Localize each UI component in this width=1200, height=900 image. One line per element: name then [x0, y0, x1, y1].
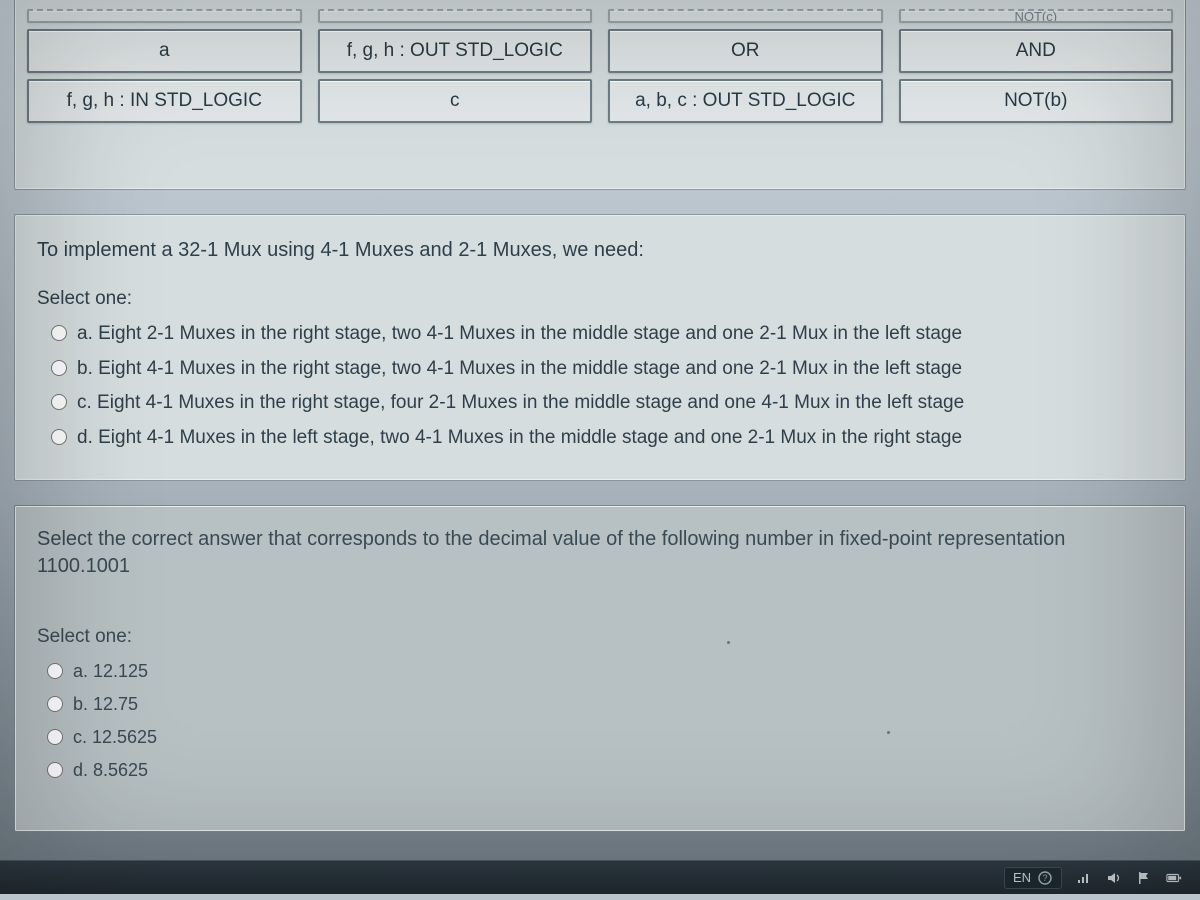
language-indicator[interactable]: EN ?: [1004, 867, 1062, 889]
option-a[interactable]: a. 12.125: [47, 658, 1163, 684]
option-b[interactable]: b. 12.75: [47, 691, 1163, 717]
option-c[interactable]: c. Eight 4-1 Muxes in the right stage, f…: [51, 389, 1163, 417]
option-label: d. 8.5625: [73, 757, 148, 783]
option-label: a. 12.125: [73, 658, 148, 684]
drag-box[interactable]: [318, 9, 593, 23]
drag-box[interactable]: a: [27, 29, 302, 73]
radio-a[interactable]: [51, 325, 67, 341]
radio-d[interactable]: [47, 762, 63, 778]
drag-box[interactable]: f, g, h : IN STD_LOGIC: [27, 79, 302, 123]
mux-question-panel: To implement a 32-1 Mux using 4-1 Muxes …: [14, 214, 1186, 481]
drag-box[interactable]: NOT(c): [899, 9, 1174, 23]
drag-box[interactable]: [27, 9, 302, 23]
drag-box[interactable]: f, g, h : OUT STD_LOGIC: [318, 29, 593, 73]
drag-box[interactable]: a, b, c : OUT STD_LOGIC: [608, 79, 883, 123]
radio-d[interactable]: [51, 429, 67, 445]
question-value: 1100.1001: [37, 555, 1163, 578]
dust-speck: [727, 641, 730, 644]
option-label: c. Eight 4-1 Muxes in the right stage, f…: [77, 389, 964, 417]
language-label: EN: [1013, 870, 1031, 885]
drag-box[interactable]: [608, 9, 883, 23]
drag-row-1: a f, g, h : OUT STD_LOGIC OR AND: [27, 29, 1173, 73]
svg-text:?: ?: [1042, 873, 1047, 883]
option-d[interactable]: d. 8.5625: [47, 757, 1163, 783]
battery-icon[interactable]: [1166, 870, 1182, 886]
question-text-line1: Select the correct answer that correspon…: [37, 528, 1065, 550]
radio-c[interactable]: [51, 394, 67, 410]
help-icon: ?: [1037, 870, 1053, 886]
drag-box[interactable]: NOT(b): [899, 79, 1174, 123]
drag-row-2: f, g, h : IN STD_LOGIC c a, b, c : OUT S…: [27, 79, 1173, 123]
option-label: d. Eight 4-1 Muxes in the left stage, tw…: [77, 424, 962, 452]
windows-taskbar: EN ?: [0, 860, 1200, 894]
network-icon[interactable]: [1076, 870, 1092, 886]
radio-c[interactable]: [47, 729, 63, 745]
dust-speck: [887, 731, 890, 734]
drag-row-cutoff: NOT(c): [27, 9, 1173, 23]
drag-box[interactable]: c: [318, 79, 593, 123]
question-text: Select the correct answer that correspon…: [37, 528, 1163, 551]
option-label: c. 12.5625: [73, 724, 157, 750]
drag-box[interactable]: AND: [899, 29, 1174, 73]
drag-box[interactable]: OR: [608, 29, 883, 73]
option-a[interactable]: a. Eight 2-1 Muxes in the right stage, t…: [51, 320, 1163, 348]
fixedpoint-question-panel: Select the correct answer that correspon…: [14, 505, 1186, 831]
flag-icon[interactable]: [1136, 870, 1152, 886]
select-one-label: Select one:: [37, 626, 1163, 648]
option-d[interactable]: d. Eight 4-1 Muxes in the left stage, tw…: [51, 424, 1163, 452]
question-text: To implement a 32-1 Mux using 4-1 Muxes …: [37, 239, 1163, 262]
volume-icon[interactable]: [1106, 870, 1122, 886]
option-c[interactable]: c. 12.5625: [47, 724, 1163, 750]
radio-a[interactable]: [47, 663, 63, 679]
drag-drop-panel: NOT(c) a f, g, h : OUT STD_LOGIC OR AND …: [14, 0, 1186, 190]
option-label: b. 12.75: [73, 691, 138, 717]
select-one-label: Select one:: [37, 288, 1163, 310]
radio-b[interactable]: [47, 696, 63, 712]
radio-b[interactable]: [51, 360, 67, 376]
option-b[interactable]: b. Eight 4-1 Muxes in the right stage, t…: [51, 355, 1163, 383]
option-label: b. Eight 4-1 Muxes in the right stage, t…: [77, 355, 962, 383]
option-label: a. Eight 2-1 Muxes in the right stage, t…: [77, 320, 962, 348]
